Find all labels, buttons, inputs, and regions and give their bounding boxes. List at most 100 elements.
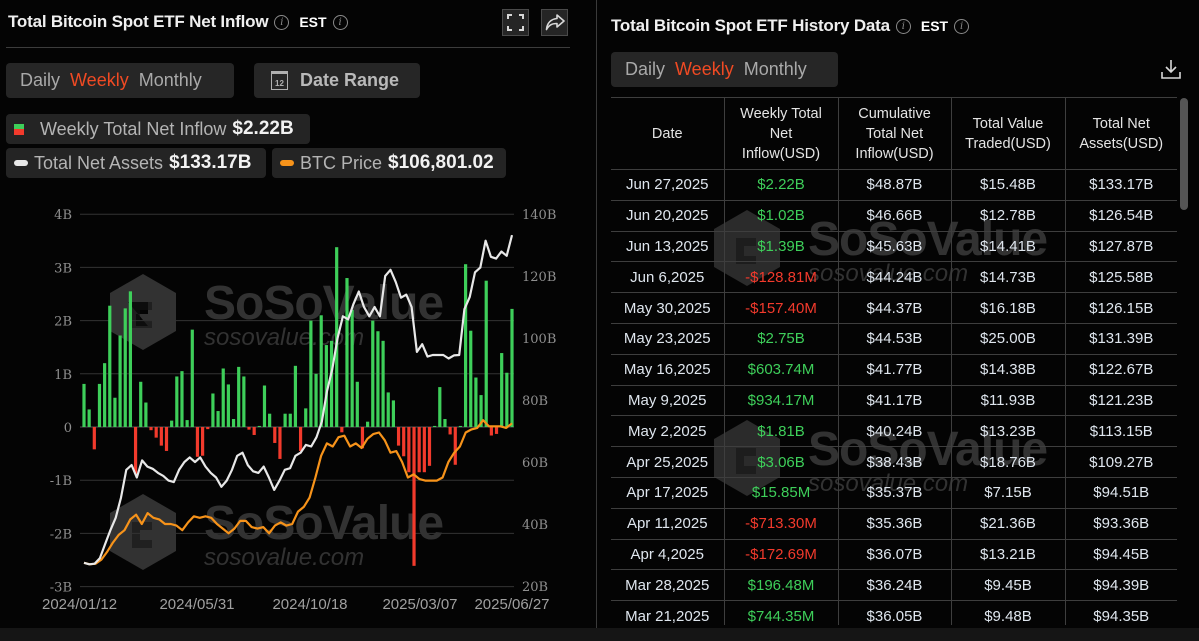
inflow-bar[interactable]: [247, 427, 251, 430]
inflow-bar[interactable]: [123, 308, 127, 427]
inflow-bar[interactable]: [505, 372, 509, 427]
tab-daily[interactable]: Daily: [625, 59, 666, 79]
inflow-bar[interactable]: [484, 280, 488, 427]
table-row[interactable]: May 23,2025 $2.75B $44.53B $25.00B $131.39B: [611, 323, 1177, 355]
inflow-bar[interactable]: [422, 427, 426, 473]
inflow-bar[interactable]: [433, 425, 437, 427]
tab-monthly[interactable]: Monthly: [743, 59, 807, 79]
inflow-bar[interactable]: [396, 427, 401, 446]
table-row[interactable]: May 16,2025 $603.74M $41.77B $14.38B $122.67…: [611, 354, 1177, 386]
inflow-bar[interactable]: [458, 425, 463, 427]
inflow-bar[interactable]: [262, 385, 267, 427]
inflow-bar[interactable]: [144, 402, 148, 427]
tab-weekly[interactable]: Weekly: [70, 70, 129, 90]
inflow-bar[interactable]: [139, 381, 143, 427]
inflow-bar[interactable]: [381, 340, 385, 427]
inflow-bar[interactable]: [170, 420, 174, 427]
inflow-bar[interactable]: [319, 315, 323, 427]
table-row[interactable]: May 9,2025 $934.17M $41.17B $11.93B $121.23B: [611, 385, 1177, 417]
table-row[interactable]: May 2,2025 $1.81B $40.24B $13.23B $113.15B: [611, 415, 1177, 448]
inflow-bar[interactable]: [463, 264, 468, 427]
inflow-bar[interactable]: [278, 427, 282, 459]
inflow-bar[interactable]: [190, 329, 194, 427]
inflow-bar[interactable]: [128, 291, 133, 427]
table-row[interactable]: Jun 27,2025 $2.22B $48.87B $15.48B $133.17B: [611, 169, 1177, 201]
inflow-bar[interactable]: [185, 420, 189, 427]
share-button[interactable]: [541, 9, 568, 36]
inflow-bar[interactable]: [412, 427, 416, 566]
inflow-bar[interactable]: [438, 387, 442, 427]
inflow-bar[interactable]: [494, 427, 499, 434]
inflow-bar[interactable]: [226, 384, 230, 427]
table-row[interactable]: Apr 11,2025 -$713.30M $35.36B $21.36B $93.36…: [611, 508, 1177, 540]
inflow-bar[interactable]: [376, 331, 380, 427]
inflow-bar[interactable]: [92, 427, 96, 450]
inflow-bar[interactable]: [335, 247, 339, 427]
inflow-bar[interactable]: [159, 427, 163, 446]
inflow-bar[interactable]: [206, 427, 210, 430]
inflow-bar[interactable]: [164, 427, 169, 451]
inflow-bar[interactable]: [221, 368, 225, 427]
inflow-bar[interactable]: [448, 427, 452, 435]
inflow-bar[interactable]: [329, 340, 334, 427]
info-icon[interactable]: i: [895, 18, 911, 34]
inflow-bar[interactable]: [113, 397, 117, 427]
inflow-bar[interactable]: [324, 345, 328, 427]
inflow-bar[interactable]: [500, 353, 504, 427]
legend-weekly-inflow[interactable]: Weekly Total Net Inflow $2.22B: [6, 114, 310, 144]
inflow-bar[interactable]: [340, 427, 344, 433]
table-scrollbar[interactable]: [1180, 98, 1188, 210]
info-icon[interactable]: i: [274, 14, 290, 30]
table-row[interactable]: Apr 25,2025 $3.06B $38.43B $18.76B $109.27B: [611, 446, 1177, 478]
inflow-bar[interactable]: [87, 409, 91, 427]
inflow-bar[interactable]: [360, 427, 365, 449]
inflow-bar[interactable]: [479, 395, 483, 427]
inflow-bar[interactable]: [103, 363, 107, 427]
inflow-bar[interactable]: [108, 305, 112, 427]
inflow-bar[interactable]: [211, 393, 215, 427]
fullscreen-button[interactable]: [502, 9, 529, 36]
inflow-bar[interactable]: [345, 278, 349, 427]
inflow-bar[interactable]: [453, 427, 457, 465]
inflow-bar[interactable]: [427, 427, 432, 466]
inflow-bar[interactable]: [443, 419, 447, 427]
inflow-bar[interactable]: [154, 427, 158, 438]
tab-monthly[interactable]: Monthly: [138, 70, 202, 90]
inflow-bar[interactable]: [474, 377, 478, 427]
legend-btc-price[interactable]: BTC Price $106,801.02: [272, 148, 506, 178]
inflow-bar[interactable]: [314, 373, 318, 427]
inflow-bar[interactable]: [355, 381, 359, 427]
table-row[interactable]: Jun 20,2025 $1.02B $46.66B $12.78B $126.54B: [611, 200, 1177, 232]
inflow-bar[interactable]: [288, 413, 292, 427]
inflow-bar[interactable]: [402, 427, 406, 457]
date-range-button[interactable]: 12 Date Range: [254, 63, 420, 98]
inflow-bar[interactable]: [417, 427, 421, 473]
inflow-bar[interactable]: [298, 427, 303, 451]
inflow-bar[interactable]: [371, 320, 375, 427]
inflow-bar[interactable]: [304, 408, 308, 427]
table-row[interactable]: May 30,2025 -$157.40M $44.37B $16.18B $126.1…: [611, 292, 1177, 324]
inflow-bar[interactable]: [216, 411, 220, 427]
inflow-bar[interactable]: [82, 383, 86, 427]
inflow-bar[interactable]: [252, 427, 256, 435]
table-row[interactable]: Apr 17,2025 $15.85M $35.37B $7.15B $94.51B: [611, 477, 1177, 509]
total-net-assets-line[interactable]: [83, 234, 514, 566]
btc-price-line[interactable]: [83, 419, 513, 566]
inflow-bar[interactable]: [510, 308, 514, 427]
table-row[interactable]: Jun 13,2025 $1.39B $45.63B $14.41B $127.87B: [611, 231, 1177, 263]
inflow-bar[interactable]: [469, 330, 473, 427]
inflow-bar[interactable]: [149, 427, 153, 431]
legend-total-net-assets[interactable]: Total Net Assets $133.17B: [6, 148, 266, 178]
inflow-bar[interactable]: [268, 413, 272, 427]
inflow-bar[interactable]: [407, 427, 411, 473]
inflow-bar[interactable]: [201, 427, 205, 456]
inflow-bar[interactable]: [133, 427, 138, 474]
inflow-bar[interactable]: [273, 427, 277, 443]
inflow-bar[interactable]: [257, 425, 261, 427]
inflow-bar[interactable]: [195, 427, 200, 457]
table-row[interactable]: Mar 21,2025 $744.35M $36.05B $9.48B $94.35B: [611, 600, 1177, 625]
inflow-bar[interactable]: [489, 427, 493, 436]
inflow-bar[interactable]: [391, 400, 395, 427]
table-row[interactable]: Jun 6,2025 -$128.81M $44.24B $14.73B $125.58…: [611, 261, 1177, 294]
table-row[interactable]: Mar 28,2025 $196.48M $36.24B $9.45B $94.39B: [611, 569, 1177, 602]
